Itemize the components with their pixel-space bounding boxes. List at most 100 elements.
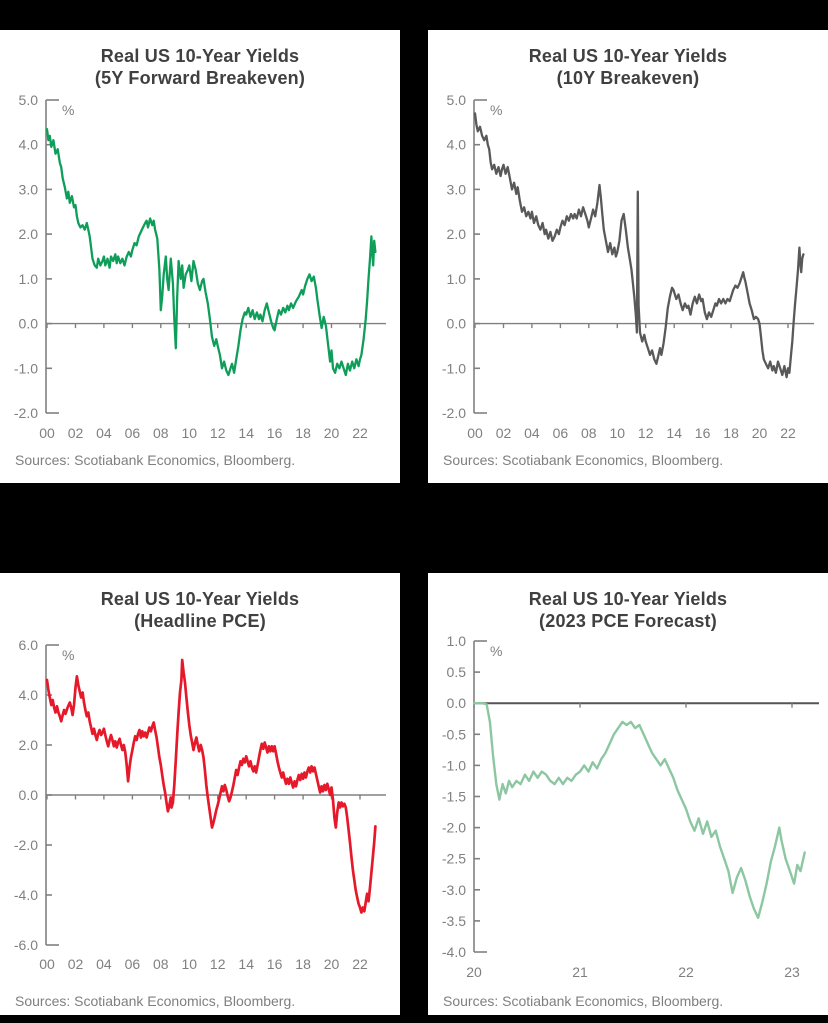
svg-text:-2.0: -2.0	[14, 405, 38, 421]
svg-text:-2.0: -2.0	[442, 820, 466, 836]
svg-text:04: 04	[96, 425, 112, 441]
svg-text:%: %	[62, 647, 74, 663]
svg-text:00: 00	[39, 956, 55, 972]
svg-text:22: 22	[780, 425, 796, 441]
source-note: Sources: Scotiabank Economics, Bloomberg…	[443, 993, 724, 1009]
svg-text:-1.0: -1.0	[14, 360, 38, 376]
chart-title-block: Real US 10-Year Yields (5Y Forward Break…	[0, 45, 400, 89]
svg-text:18: 18	[295, 425, 311, 441]
svg-text:%: %	[62, 102, 74, 118]
svg-text:10: 10	[610, 425, 626, 441]
chart-panel-2023-pce-forecast: Real US 10-Year Yields (2023 PCE Forecas…	[428, 573, 828, 1015]
svg-text:20: 20	[324, 956, 340, 972]
svg-text:0.0: 0.0	[447, 316, 467, 332]
svg-text:5.0: 5.0	[19, 92, 39, 108]
svg-text:08: 08	[153, 425, 169, 441]
chart-subtitle: (5Y Forward Breakeven)	[94, 68, 306, 88]
svg-text:4.0: 4.0	[19, 137, 39, 153]
svg-text:06: 06	[553, 425, 569, 441]
chart-title-block: Real US 10-Year Yields (2023 PCE Forecas…	[428, 588, 828, 632]
source-note: Sources: Scotiabank Economics, Bloomberg…	[15, 452, 296, 468]
svg-text:-1.0: -1.0	[442, 757, 466, 773]
svg-text:-2.0: -2.0	[442, 405, 466, 421]
chart-subtitle: (2023 PCE Forecast)	[539, 611, 717, 631]
chart-panel-10y-breakeven: Real US 10-Year Yields (10Y Breakeven) 5…	[428, 30, 828, 483]
svg-text:-1.0: -1.0	[442, 360, 466, 376]
svg-text:2.0: 2.0	[447, 226, 467, 242]
svg-text:16: 16	[267, 956, 283, 972]
chart-subtitle: (10Y Breakeven)	[556, 68, 700, 88]
svg-text:22: 22	[352, 956, 368, 972]
svg-text:0.5: 0.5	[447, 664, 467, 680]
svg-text:06: 06	[125, 425, 141, 441]
svg-text:06: 06	[125, 956, 141, 972]
chart-panel-headline-pce: Real US 10-Year Yields (Headline PCE) 6.…	[0, 573, 400, 1015]
source-note: Sources: Scotiabank Economics, Bloomberg…	[443, 452, 724, 468]
svg-text:08: 08	[153, 956, 169, 972]
chart-title: Real US 10-Year Yields	[100, 46, 300, 66]
svg-text:3.0: 3.0	[19, 181, 39, 197]
svg-text:5.0: 5.0	[447, 92, 467, 108]
svg-text:10: 10	[182, 956, 198, 972]
svg-text:-3.5: -3.5	[442, 913, 466, 929]
svg-text:12: 12	[638, 425, 654, 441]
svg-text:0.0: 0.0	[447, 695, 467, 711]
svg-text:12: 12	[210, 956, 226, 972]
svg-text:04: 04	[96, 956, 112, 972]
line-chart-canvas-headline-pce: 6.0 4.0 2.0 0.0 -2.0 -4.0 -6.000 02 04 06 08 10 12 14…	[14, 637, 386, 972]
svg-text:14: 14	[238, 425, 254, 441]
svg-text:20: 20	[466, 964, 482, 980]
chart-title-block: Real US 10-Year Yields (10Y Breakeven)	[428, 45, 828, 89]
svg-text:14: 14	[666, 425, 682, 441]
svg-text:12: 12	[210, 425, 226, 441]
chart-panel-5y-forward-breakeven: Real US 10-Year Yields (5Y Forward Break…	[0, 30, 400, 483]
svg-text:2.0: 2.0	[19, 226, 39, 242]
svg-text:14: 14	[238, 956, 254, 972]
line-chart-canvas-2023-pce-forecast: 1.0 0.5 0.0 -0.5 -1.0 -1.5 -2.0 -2.5 -3.0 -3.5 -4.…	[442, 633, 819, 980]
chart-title: Real US 10-Year Yields	[100, 589, 300, 609]
svg-text:21: 21	[572, 964, 588, 980]
line-chart-canvas-10y-breakeven: 5.0 4.0 3.0 2.0 1.0 0.0 -1.0 -2.000 02 04 06 08 10 12…	[442, 92, 814, 441]
svg-text:6.0: 6.0	[19, 637, 39, 653]
svg-text:%: %	[490, 102, 502, 118]
svg-text:00: 00	[467, 425, 483, 441]
svg-text:23: 23	[784, 964, 800, 980]
svg-text:02: 02	[496, 425, 512, 441]
svg-text:02: 02	[68, 956, 84, 972]
svg-text:20: 20	[324, 425, 340, 441]
svg-text:20: 20	[752, 425, 768, 441]
svg-text:08: 08	[581, 425, 597, 441]
svg-text:18: 18	[295, 956, 311, 972]
svg-text:22: 22	[678, 964, 694, 980]
chart-subtitle: (Headline PCE)	[134, 611, 266, 631]
svg-text:-0.5: -0.5	[442, 726, 466, 742]
svg-text:04: 04	[524, 425, 540, 441]
svg-text:02: 02	[68, 425, 84, 441]
line-chart-canvas-5y-forward-breakeven: 5.0 4.0 3.0 2.0 1.0 0.0 -1.0 -2.000 02 04 06 08 10 12…	[14, 92, 386, 441]
svg-text:-6.0: -6.0	[14, 937, 38, 953]
svg-text:1.0: 1.0	[447, 271, 467, 287]
svg-text:00: 00	[39, 425, 55, 441]
svg-text:4.0: 4.0	[19, 687, 39, 703]
svg-text:3.0: 3.0	[447, 181, 467, 197]
svg-text:-4.0: -4.0	[442, 944, 466, 960]
svg-text:16: 16	[267, 425, 283, 441]
svg-text:%: %	[490, 643, 502, 659]
svg-text:18: 18	[723, 425, 739, 441]
svg-text:-1.5: -1.5	[442, 789, 466, 805]
svg-text:0.0: 0.0	[19, 787, 39, 803]
svg-text:2.0: 2.0	[19, 737, 39, 753]
chart-title: Real US 10-Year Yields	[528, 46, 728, 66]
svg-text:-2.5: -2.5	[442, 851, 466, 867]
svg-text:1.0: 1.0	[19, 271, 39, 287]
chart-title-block: Real US 10-Year Yields (Headline PCE)	[0, 588, 400, 632]
svg-text:-4.0: -4.0	[14, 887, 38, 903]
svg-text:10: 10	[182, 425, 198, 441]
svg-text:22: 22	[352, 425, 368, 441]
chart-title: Real US 10-Year Yields	[528, 589, 728, 609]
svg-text:-2.0: -2.0	[14, 837, 38, 853]
svg-text:16: 16	[695, 425, 711, 441]
svg-text:1.0: 1.0	[447, 633, 467, 649]
source-note: Sources: Scotiabank Economics, Bloomberg…	[15, 993, 296, 1009]
